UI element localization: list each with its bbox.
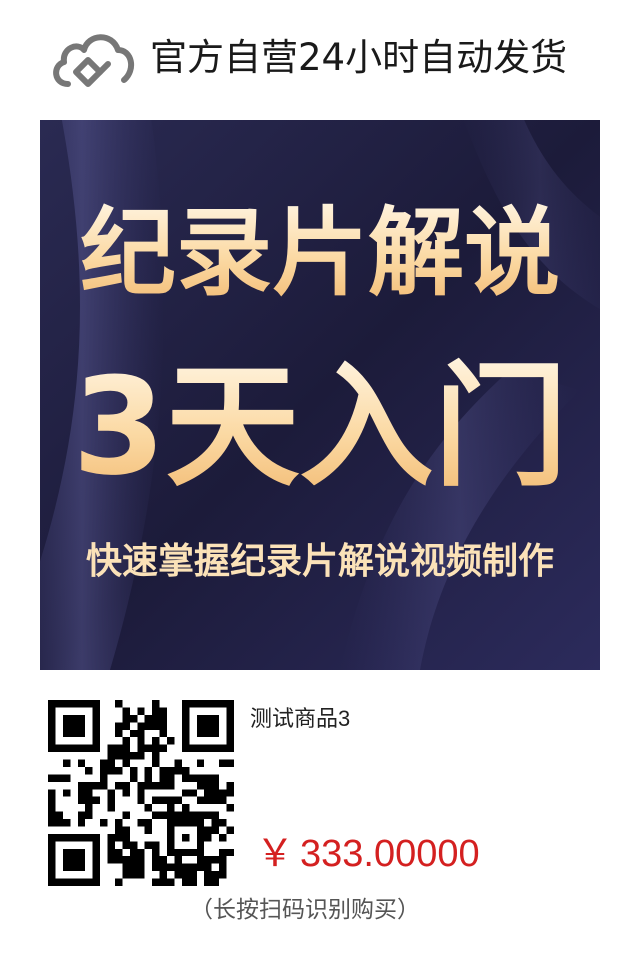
- qr-code-icon[interactable]: [48, 700, 234, 886]
- product-price: ￥ 333.00000: [256, 830, 480, 878]
- scan-hint: （长按扫码识别购买）: [190, 896, 420, 922]
- product-name: 测试商品3: [250, 706, 351, 731]
- header-slogan: 官方自营24小时自动发货: [150, 36, 568, 79]
- price-value: 333.00000: [300, 833, 480, 875]
- banner-headline-line1: 纪录片解说: [40, 198, 600, 308]
- currency-symbol: ￥: [256, 833, 295, 875]
- product-banner-image: 纪录片解说 3天入门 快速掌握纪录片解说视频制作: [40, 120, 600, 670]
- banner-subline: 快速掌握纪录片解说视频制作: [85, 541, 554, 582]
- cloud-diamond-logo-icon: [53, 34, 135, 87]
- banner-background: [40, 120, 600, 670]
- banner-headline-line2: 3天入门: [40, 352, 600, 502]
- header: 官方自营24小时自动发货: [0, 0, 640, 120]
